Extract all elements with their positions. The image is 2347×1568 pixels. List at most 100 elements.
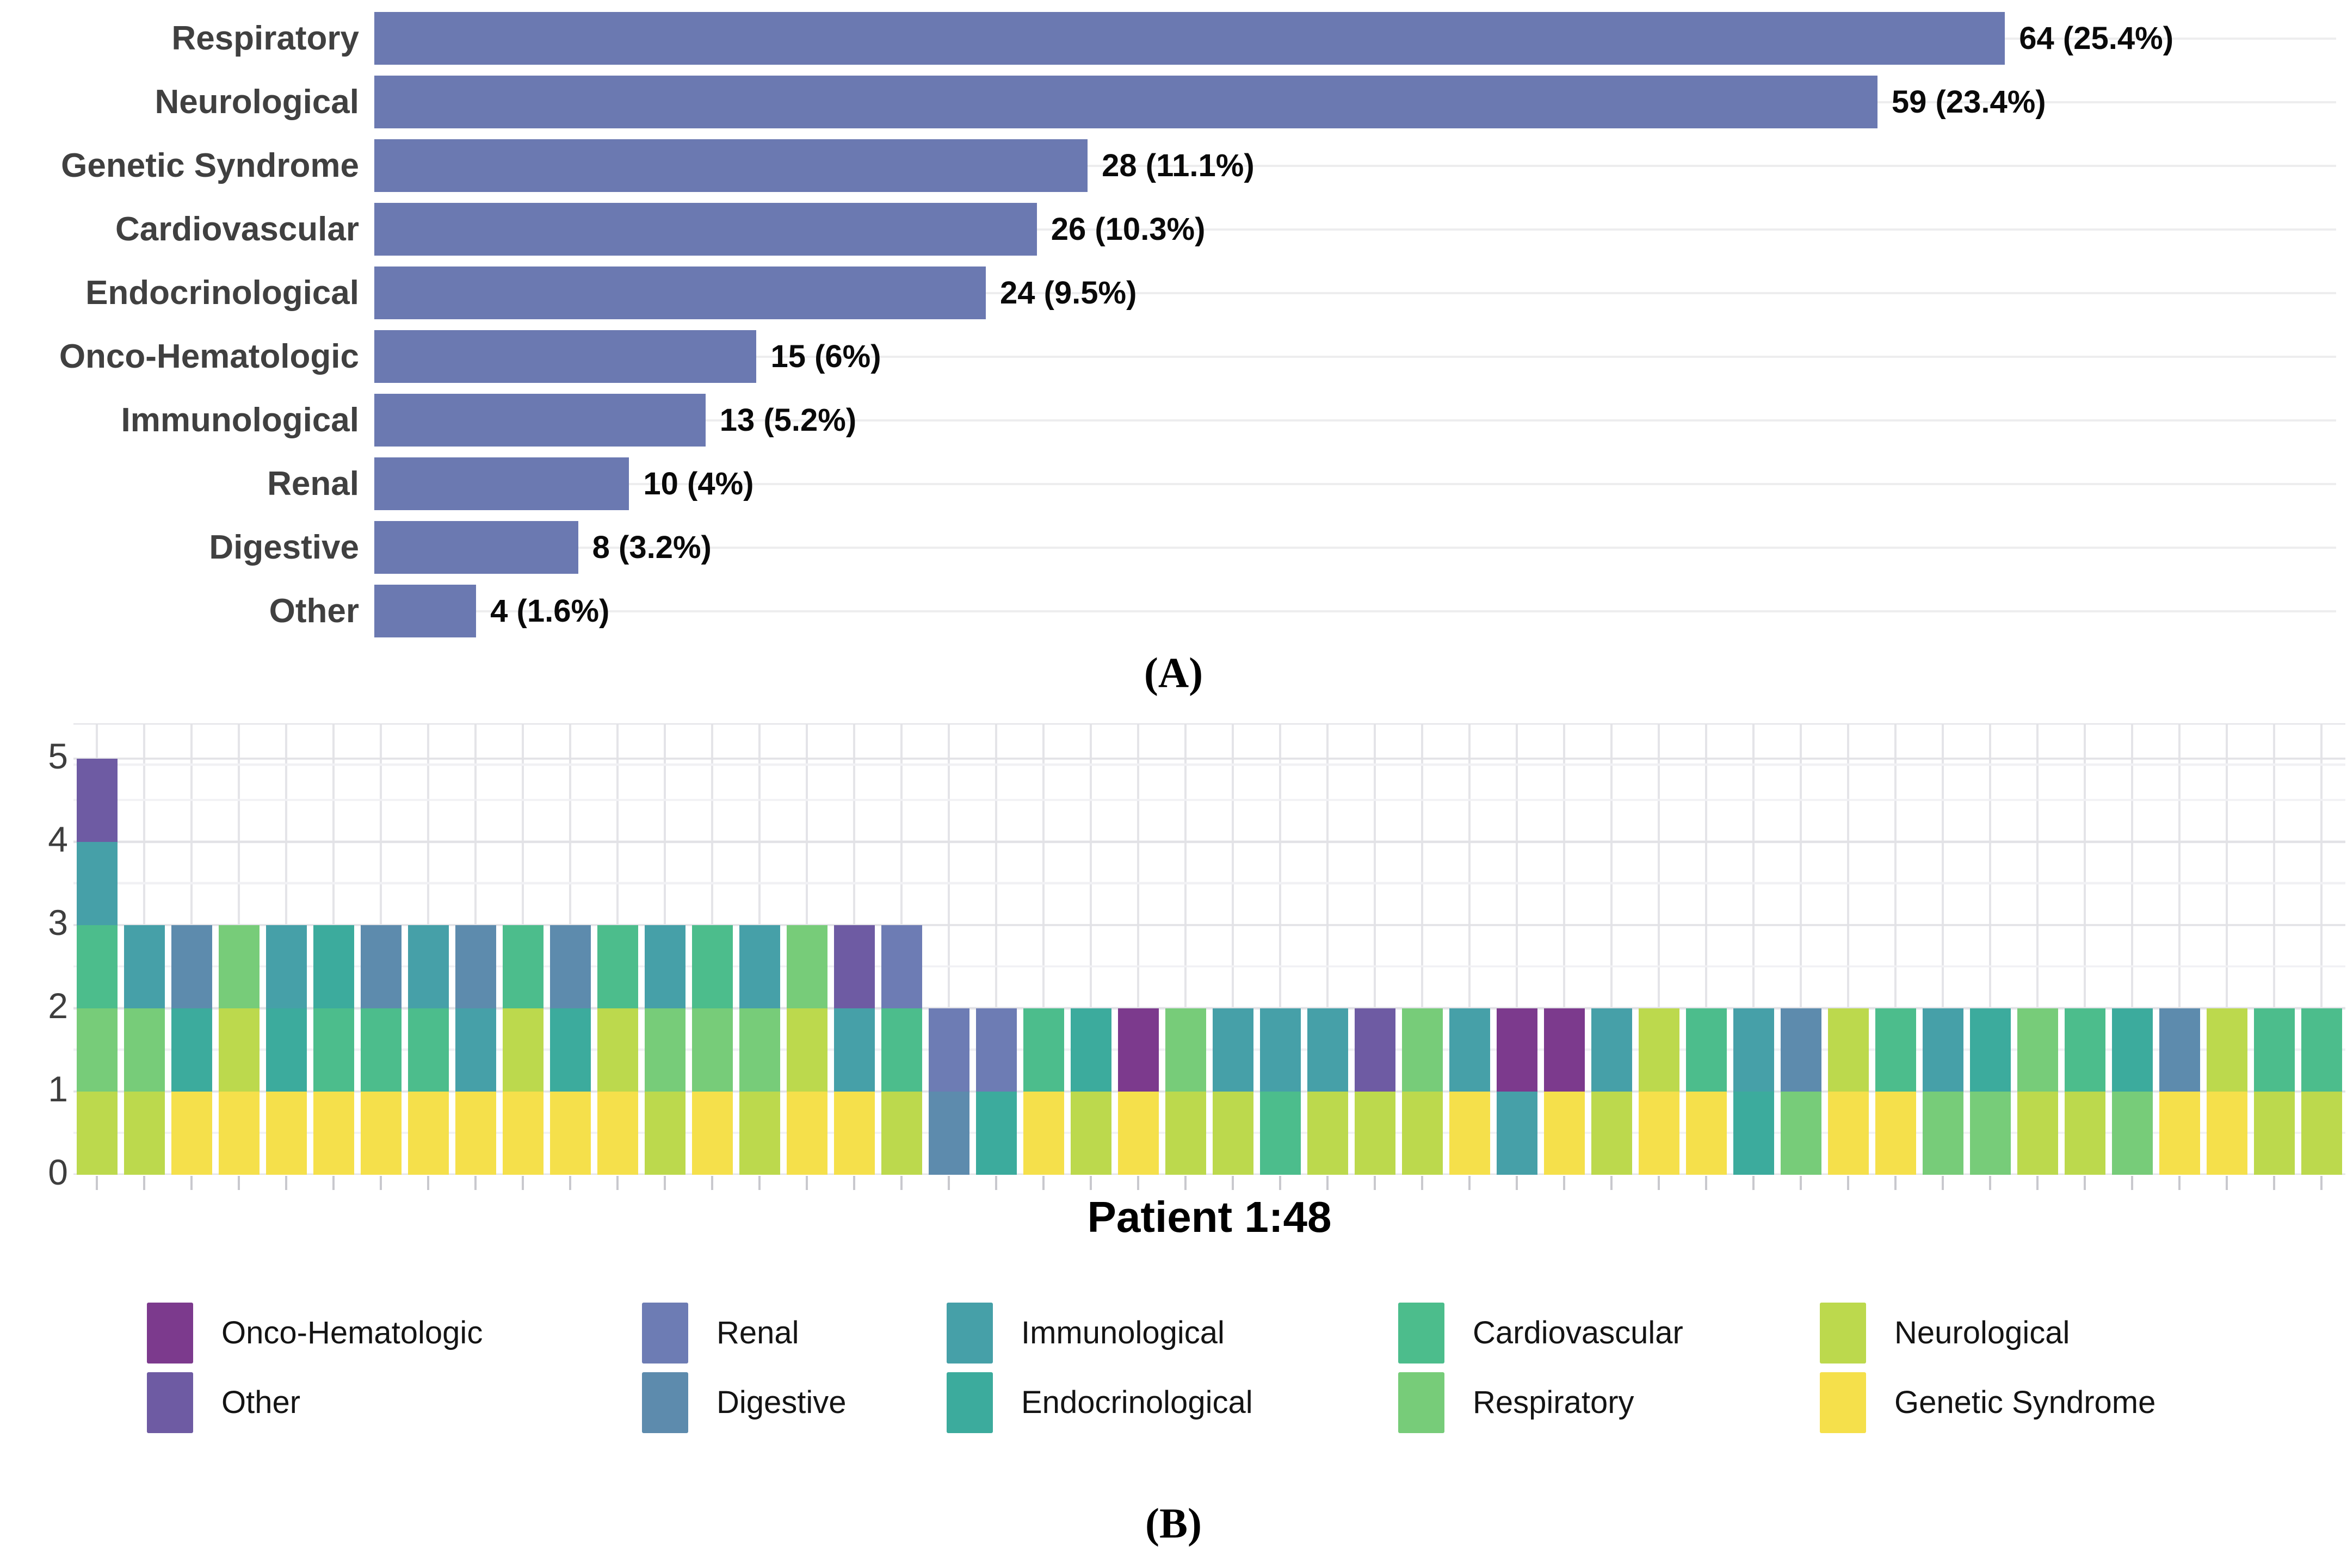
legend-label: Immunological [1021,1315,1225,1350]
patient-bar [976,1008,1017,1175]
legend-item: Endocrinological [947,1372,1253,1433]
bar-segment-cardio [2301,1008,2342,1092]
value-label: 10 (4%) [643,466,754,501]
patient-bar [2017,1008,2058,1175]
value-label: 64 (25.4%) [2019,21,2174,56]
bar-segment-neuro [1071,1092,1111,1175]
patient-bar [361,925,402,1175]
bar-segment-endo [266,1008,307,1092]
bar-segment-cardio [1875,1008,1916,1092]
patient-bar [1591,1008,1632,1175]
bar-segment-cardio [2254,1008,2295,1092]
legend: Onco-Hematologic Other Renal Digestive Immun… [0,1303,2347,1471]
bar-segment-cardio [313,1008,354,1092]
bar-segment-resp [1165,1008,1206,1092]
patient-bar [266,925,307,1175]
bar-segment-neuro [1639,1008,1679,1092]
bar-track: 4 (1.6%) [374,579,2336,643]
bar-segment-neuro [1307,1092,1348,1175]
patient-bar [2159,1008,2200,1175]
bar-segment-cardio [1260,1092,1301,1175]
bar-segment-immuno [266,925,307,1008]
legend-item: Cardiovascular [1398,1303,1683,1364]
bar-segment-resp [645,1008,685,1092]
bar-segment-cardio [1686,1008,1727,1092]
patient-bar [1733,1008,1774,1175]
bar-segment-resp [124,1008,165,1092]
bar [374,521,578,574]
patient-bar [171,925,212,1175]
category-label: Digestive [209,528,359,566]
bar-segment-neuro [2301,1092,2342,1175]
bar-segment-gs [266,1092,307,1175]
patient-bar [1544,1008,1585,1175]
bar-segment-digestive [171,925,212,1008]
bar-row: Genetic Syndrome 28 (11.1%) [11,134,2336,197]
bar-segment-immuno [1591,1008,1632,1092]
bar-row: Endocrinological 24 (9.5%) [11,261,2336,325]
patient-bar [2254,1008,2295,1175]
bar-row: Cardiovascular 26 (10.3%) [11,197,2336,261]
bar-segment-gs [1875,1092,1916,1175]
bar-segment-gs [2207,1092,2247,1175]
bar-segment-immuno [739,925,780,1008]
patient-bar [692,925,733,1175]
panel-a-caption: (A) [1144,649,1203,696]
bar-segment-immuno [124,925,165,1008]
value-label: 13 (5.2%) [719,402,857,438]
bar-segment-neuro [1213,1092,1253,1175]
patient-bar [313,925,354,1175]
bar-segment-gs [550,1092,591,1175]
category-label: Renal [267,464,359,503]
patient-bar [1875,1008,1916,1175]
bar-segment-immuno [1923,1008,1963,1092]
bar-segment-gs [834,1092,875,1175]
panel-a-rows: Respiratory 64 (25.4%) Neurological 59 (23.… [11,7,2336,643]
bar-row: Renal 10 (4%) [11,452,2336,516]
bar-segment-gs [1544,1092,1585,1175]
legend-label: Digestive [717,1385,847,1420]
bar-segment-gs [219,1092,260,1175]
bar-segment-neuro [503,1008,543,1092]
patient-bar [1213,1008,1253,1175]
legend-label: Endocrinological [1021,1385,1253,1420]
bar-segment-endo [1071,1008,1111,1092]
legend-column: Cardiovascular Respiratory [1398,1303,1683,1433]
bar-segment-cardio [77,925,118,1008]
bar-track: 8 (3.2%) [374,516,2336,579]
category-label: Neurological [155,83,359,121]
bar-row: Onco-Hematologic 15 (6%) [11,325,2336,388]
bar-segment-neuro [124,1092,165,1175]
legend-swatch-onco [147,1303,193,1364]
legend-label: Cardiovascular [1473,1315,1683,1350]
bar-track: 64 (25.4%) [374,7,2336,70]
bar-segment-neuro [1828,1008,1869,1092]
bar-segment-resp [2017,1008,2058,1092]
bar-segment-cardio [2065,1008,2105,1092]
patient-bar [1118,1008,1159,1175]
bar-segment-cardio [361,1008,402,1092]
y-tick-label: 4 [48,819,68,859]
category-label: Onco-Hematologic [59,337,359,375]
bar-segment-cardio [408,1008,449,1092]
bar-segment-resp [2112,1092,2153,1175]
patient-bar [739,925,780,1175]
patient-bar [1402,1008,1443,1175]
bar-segment-gs [1828,1092,1869,1175]
bar-segment-cardio [881,1008,922,1092]
category-label: Endocrinological [85,274,359,312]
bar-track: 59 (23.4%) [374,70,2336,134]
patient-bar [1828,1008,1869,1175]
legend-item: Onco-Hematologic [147,1303,483,1364]
patient-bar [1639,1008,1679,1175]
bar-row: Digestive 8 (3.2%) [11,516,2336,579]
bar-segment-renal [881,925,922,1008]
value-label: 8 (3.2%) [592,530,712,565]
bar-track: 26 (10.3%) [374,197,2336,261]
bar-segment-gs [503,1092,543,1175]
bar-segment-neuro [739,1092,780,1175]
bar-segment-gs [408,1092,449,1175]
legend-column: Neurological Genetic Syndrome [1820,1303,2155,1433]
y-tick-label: 3 [48,902,68,943]
legend-swatch-other [147,1372,193,1433]
